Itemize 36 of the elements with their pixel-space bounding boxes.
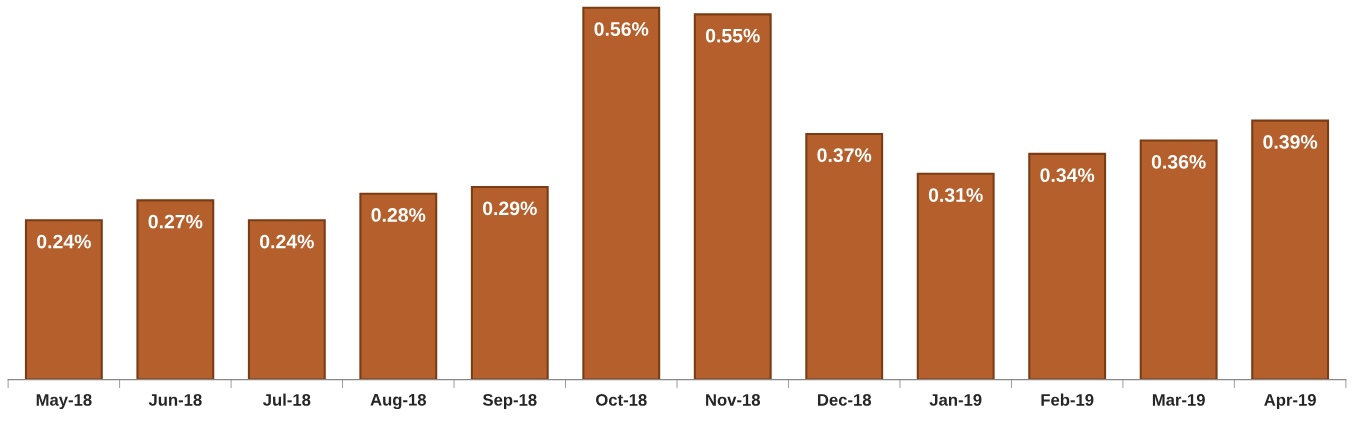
bar (24, 219, 103, 380)
x-tick-label: Nov-18 (706, 393, 761, 406)
bar (1028, 152, 1107, 380)
data-label: 0.24% (260, 234, 314, 249)
x-tick-label: May-18 (36, 393, 92, 410)
data-label: 0.28% (371, 208, 426, 222)
data-label: 0.34% (1040, 168, 1095, 183)
data-label: 0.29% (482, 201, 537, 216)
x-tick-label: Apr-19 (1264, 393, 1316, 410)
x-tick-label: Feb-19 (1041, 393, 1094, 406)
x-tick-label: Jan-19 (929, 393, 982, 406)
data-label: 0.55% (705, 28, 760, 43)
x-tick-label: Oct-18 (596, 393, 647, 406)
bar (359, 192, 438, 380)
bar (805, 132, 884, 380)
x-tick-label: Jul-18 (262, 393, 311, 406)
x-tick-label: Aug-18 (370, 393, 427, 410)
bar (247, 219, 326, 380)
bar (136, 199, 215, 380)
data-label: 0.37% (817, 148, 872, 163)
x-tick-label: Mar-19 (1152, 393, 1205, 406)
data-label: 0.56% (594, 22, 649, 36)
data-label: 0.39% (1263, 135, 1318, 149)
bar (916, 172, 995, 380)
data-label: 0.27% (148, 214, 203, 229)
data-label: 0.31% (928, 188, 983, 202)
x-tick-label: Jun-18 (148, 393, 202, 406)
data-label: 0.24% (37, 234, 91, 249)
bar (582, 6, 661, 380)
bar (1139, 139, 1218, 380)
data-label: 0.36% (1151, 154, 1206, 169)
x-tick-label: Sep-18 (482, 393, 537, 410)
bar (693, 13, 772, 380)
x-tick-label: Dec-18 (818, 393, 872, 406)
bar (1251, 119, 1330, 380)
bar (470, 186, 549, 380)
